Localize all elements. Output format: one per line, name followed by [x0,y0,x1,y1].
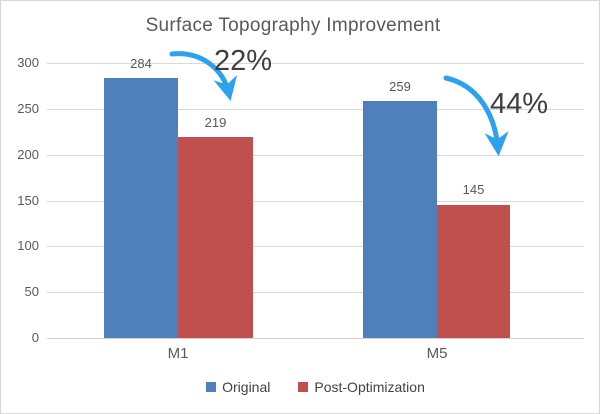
legend-item-original: Original [206,379,270,395]
legend-label-original: Original [222,379,271,395]
xlabel-m5: M5 [426,345,448,362]
ytick-200: 200 [17,147,39,162]
gridline-250 [47,109,584,110]
data-label-postopt-m1: 219 [204,115,227,130]
ytick-0: 0 [31,330,39,345]
gridline-300 [47,63,584,64]
data-label-postopt-m5: 145 [462,182,485,197]
bar-original-m5 [363,101,437,338]
annotation-44pct: 44% [490,88,549,120]
bar-postopt-m1 [178,137,253,338]
chart-title: Surface Topography Improvement [145,15,441,36]
gridline-100 [47,246,584,247]
ytick-50: 50 [24,284,39,299]
legend: Original Post-Optimization [47,378,584,396]
legend-swatch-postopt [298,382,309,392]
gridline-150 [47,201,584,202]
ytick-100: 100 [17,238,39,253]
xlabel-m1: M1 [167,345,189,362]
x-axis-line [47,338,584,339]
legend-item-postopt: Post-Optimization [298,379,425,395]
ytick-250: 250 [17,101,39,116]
annotation-22pct: 22% [214,45,273,77]
bar-postopt-m5 [437,205,510,338]
legend-swatch-original [206,382,217,392]
gridline-200 [47,155,584,156]
bar-original-m1 [104,78,178,338]
ytick-150: 150 [17,193,39,208]
data-label-original-m5: 259 [389,79,411,94]
ytick-300: 300 [17,55,39,70]
gridline-50 [47,292,584,293]
data-label-original-m1: 284 [130,56,152,71]
legend-label-postopt: Post-Optimization [314,379,425,395]
